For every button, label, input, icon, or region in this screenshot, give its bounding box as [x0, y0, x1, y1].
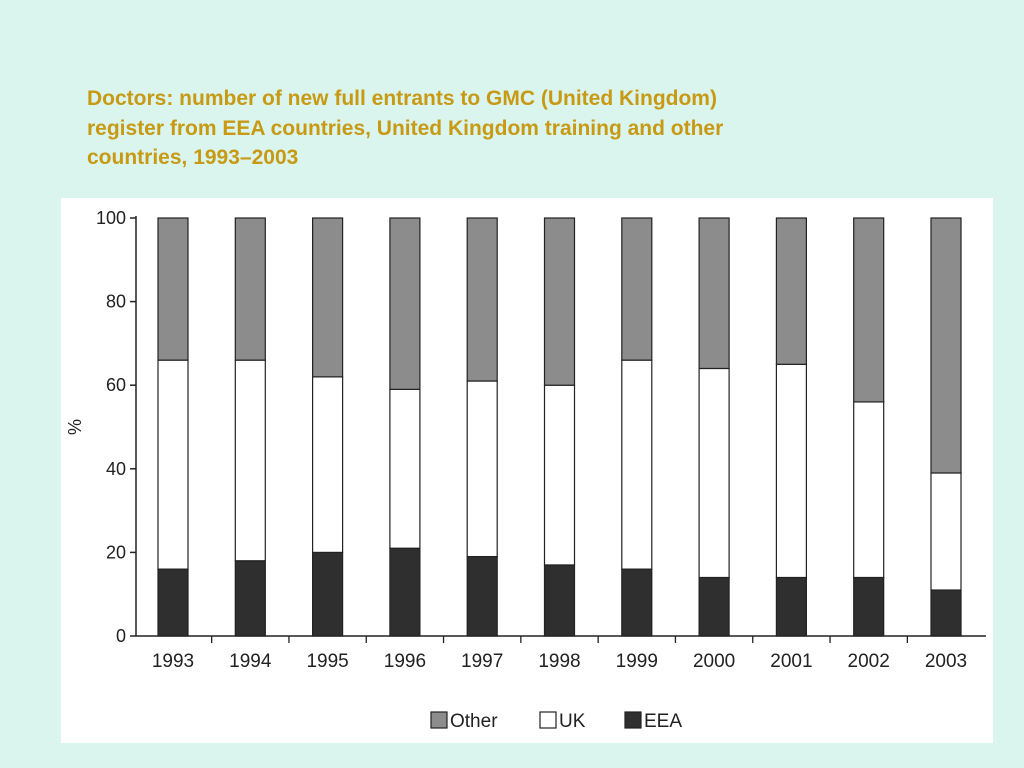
- x-tick-label-1997: 1997: [461, 651, 503, 672]
- bar-eea-1996: [389, 547, 421, 637]
- stacked-bar-chart: 0 20 40 60 80 100% 1993 1994 1995 1996 1997 1998 199…: [65, 208, 986, 732]
- legend-swatch-other: [430, 711, 448, 729]
- bar-eea-2000: [698, 576, 730, 637]
- bar-other-2001: [775, 217, 808, 365]
- bar-eea-1998: [543, 564, 576, 637]
- x-tick-label-2002: 2002: [848, 651, 890, 672]
- bar-uk-2002: [853, 401, 885, 579]
- bar-uk-2001: [775, 363, 808, 579]
- y-axis-label: %: [65, 419, 85, 435]
- x-tick-label-1993: 1993: [152, 651, 194, 672]
- bar-eea-1999: [621, 568, 653, 637]
- x-tick-label-2000: 2000: [693, 651, 735, 672]
- bar-other-1999: [621, 217, 653, 361]
- y-tick-label-80: 80: [106, 292, 126, 312]
- x-tick-label-1996: 1996: [384, 651, 426, 672]
- bar-other-1998: [543, 217, 576, 386]
- bar-uk-1997: [466, 380, 498, 558]
- y-tick-label-0: 0: [116, 626, 126, 646]
- bar-uk-2000: [698, 367, 730, 579]
- bar-eea-1993: [157, 568, 189, 637]
- bar-eea-1994: [234, 560, 266, 637]
- bar-other-1993: [157, 217, 189, 361]
- legend-swatch-eea: [624, 711, 642, 729]
- bar-eea-2001: [775, 576, 808, 637]
- bar-other-2000: [698, 217, 730, 370]
- bar-eea-1995: [312, 551, 344, 637]
- x-tick-label-1998: 1998: [538, 651, 580, 672]
- y-tick-label-100: 100: [96, 208, 126, 228]
- y-tick-label-40: 40: [106, 459, 126, 479]
- slide-title: Doctors: number of new full entrants to …: [87, 84, 907, 173]
- x-tick-label-2001: 2001: [770, 651, 812, 672]
- bar-eea-2003: [930, 589, 962, 637]
- bar-other-2003: [930, 217, 962, 474]
- bar-eea-1997: [466, 555, 498, 637]
- slide-title-line-3: countries, 1993–2003: [87, 146, 299, 169]
- bar-eea-2002: [853, 576, 885, 637]
- legend-label-uk: UK: [559, 711, 586, 732]
- x-tick-label-1994: 1994: [229, 651, 272, 672]
- chart-panel: 0 20 40 60 80 100% 1993 1994 1995 1996 1997 1998 199…: [61, 198, 993, 743]
- slide-title-line-1: Doctors: number of new full entrants to …: [87, 87, 717, 110]
- bar-other-1997: [466, 217, 498, 382]
- legend-swatch-uk: [539, 711, 557, 729]
- bar-uk-1994: [234, 359, 266, 562]
- bar-other-1996: [389, 217, 421, 390]
- x-tick-label-2003: 2003: [925, 651, 967, 672]
- bar-uk-2003: [930, 472, 962, 591]
- x-tick-label-1995: 1995: [306, 651, 348, 672]
- y-tick-label-60: 60: [106, 375, 126, 395]
- legend-label-other: Other: [450, 711, 498, 732]
- bar-other-1995: [312, 217, 344, 378]
- bar-other-2002: [853, 217, 885, 403]
- slide-title-line-2: register from EEA countries, United King…: [87, 116, 724, 140]
- bar-uk-1995: [312, 376, 344, 553]
- bar-other-1994: [234, 217, 266, 361]
- x-tick-label-1999: 1999: [616, 651, 658, 672]
- bar-uk-1998: [543, 384, 576, 566]
- bar-uk-1993: [157, 359, 189, 570]
- bar-uk-1999: [621, 359, 653, 570]
- y-tick-label-20: 20: [106, 542, 126, 562]
- bar-uk-1996: [389, 388, 421, 549]
- legend-label-eea: EEA: [644, 711, 682, 732]
